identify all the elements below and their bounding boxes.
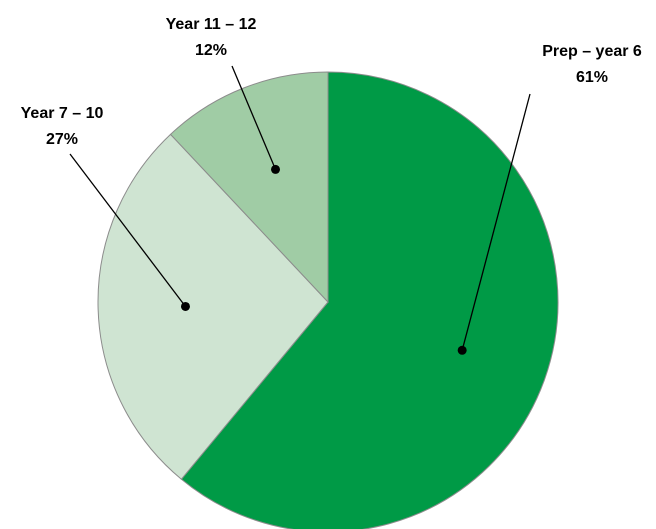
pie-slice-year-7-10 <box>97 133 329 480</box>
slice-value-year-7-10: 27% <box>46 131 78 148</box>
pie-slice-prep-year-6 <box>180 71 559 529</box>
leader-line-prep-year-6 <box>461 93 531 351</box>
leader-dot-year-7-10 <box>180 301 190 311</box>
leader-line-year-11-12 <box>231 65 277 170</box>
pie-slice-year-11-12 <box>169 71 329 304</box>
slice-label-year-7-10: Year 7 – 10 <box>21 105 104 122</box>
slice-label-year-11-12: Year 11 – 12 <box>166 16 257 33</box>
slice-label-prep-year-6: Prep – year 6 <box>542 43 642 60</box>
pie-slices <box>97 71 559 529</box>
leader-lines <box>69 65 531 355</box>
leader-dot-year-11-12 <box>271 164 281 174</box>
slice-value-prep-year-6: 61% <box>576 69 608 86</box>
slice-value-year-11-12: 12% <box>195 42 227 59</box>
leader-dot-prep-year-6 <box>457 345 467 355</box>
slice-labels: Prep – year 6 61% Year 7 – 10 27% Year 1… <box>21 16 642 148</box>
leader-line-year-7-10 <box>69 153 186 307</box>
